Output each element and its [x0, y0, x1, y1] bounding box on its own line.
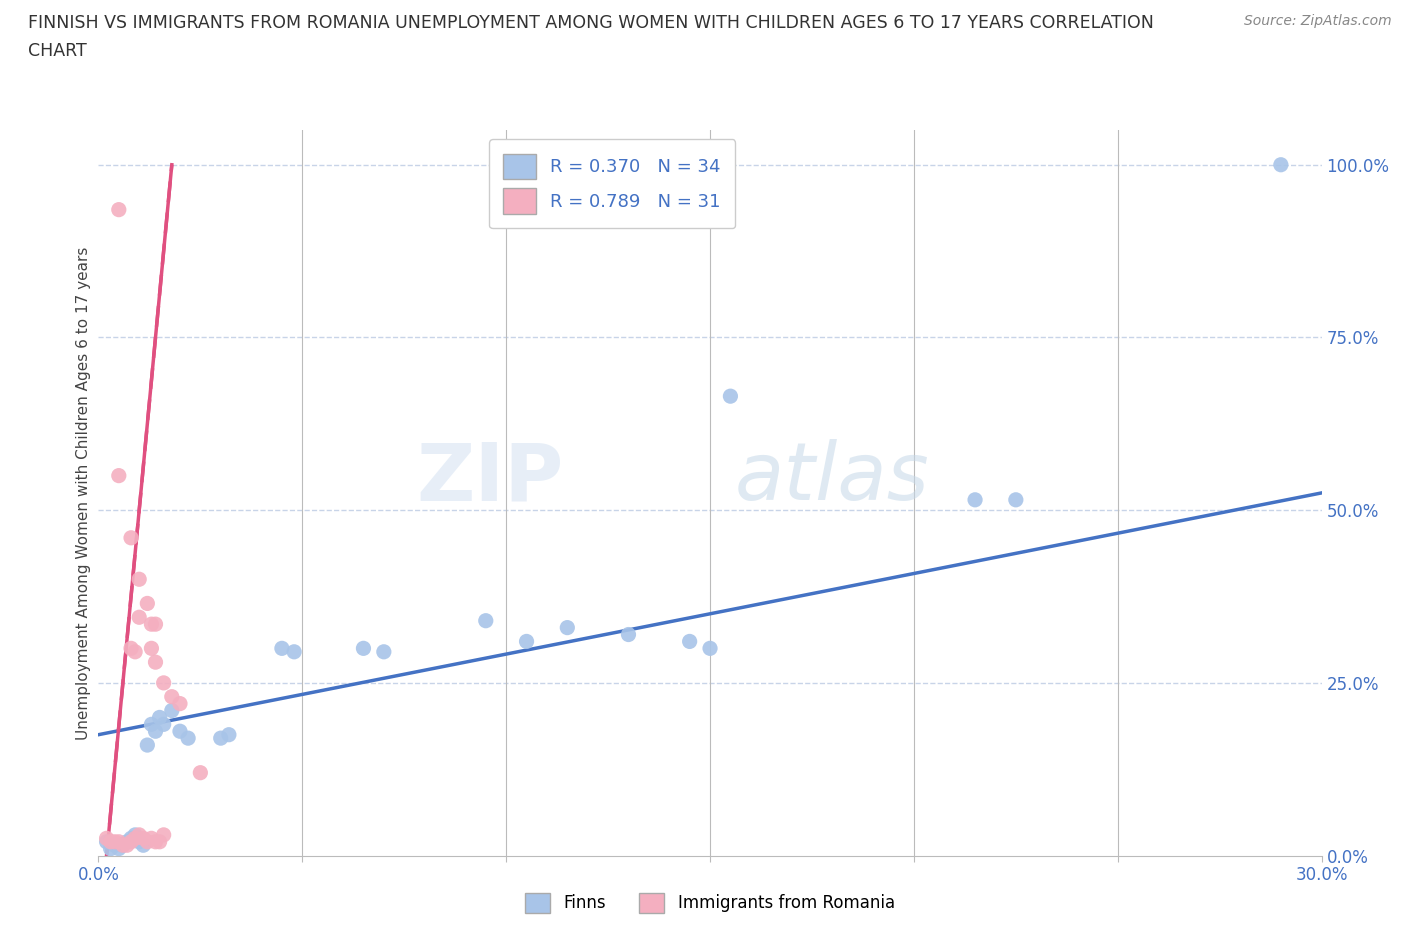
- Text: FINNISH VS IMMIGRANTS FROM ROMANIA UNEMPLOYMENT AMONG WOMEN WITH CHILDREN AGES 6: FINNISH VS IMMIGRANTS FROM ROMANIA UNEMP…: [28, 14, 1154, 32]
- Point: [104, 838, 127, 853]
- Point: [141, 830, 163, 845]
- Point: [1270, 157, 1292, 172]
- Point: [169, 697, 191, 711]
- Point: [617, 627, 640, 642]
- Point: [111, 838, 134, 853]
- Point: [120, 641, 142, 656]
- Point: [555, 620, 579, 635]
- Point: [699, 641, 721, 656]
- Point: [96, 830, 118, 845]
- Point: [177, 731, 200, 746]
- Point: [145, 655, 167, 670]
- Point: [352, 641, 374, 656]
- Point: [120, 830, 142, 845]
- Point: [124, 830, 146, 845]
- Point: [270, 641, 294, 656]
- Point: [169, 724, 191, 738]
- Point: [160, 703, 183, 718]
- Point: [373, 644, 395, 659]
- Point: [679, 634, 702, 649]
- Point: [141, 641, 163, 656]
- Text: atlas: atlas: [734, 439, 929, 517]
- Text: ZIP: ZIP: [416, 439, 564, 517]
- Point: [188, 765, 212, 780]
- Point: [128, 834, 150, 849]
- Point: [218, 727, 240, 742]
- Point: [108, 842, 131, 857]
- Point: [104, 834, 127, 849]
- Point: [145, 834, 167, 849]
- Y-axis label: Unemployment Among Women with Children Ages 6 to 17 years: Unemployment Among Women with Children A…: [76, 246, 91, 739]
- Point: [209, 731, 232, 746]
- Point: [283, 644, 305, 659]
- Point: [96, 834, 118, 849]
- Point: [718, 389, 742, 404]
- Point: [152, 675, 174, 690]
- Point: [128, 610, 150, 625]
- Point: [100, 842, 122, 857]
- Point: [136, 737, 159, 752]
- Text: Source: ZipAtlas.com: Source: ZipAtlas.com: [1244, 14, 1392, 28]
- Point: [965, 492, 987, 507]
- Point: [136, 596, 159, 611]
- Point: [136, 834, 159, 849]
- Point: [120, 530, 142, 545]
- Point: [474, 613, 498, 628]
- Point: [128, 572, 150, 587]
- Point: [145, 617, 167, 631]
- Point: [128, 828, 150, 843]
- Point: [111, 838, 134, 853]
- Point: [108, 468, 131, 483]
- Point: [108, 834, 131, 849]
- Legend: Finns, Immigrants from Romania: Finns, Immigrants from Romania: [519, 886, 901, 920]
- Point: [132, 830, 155, 845]
- Point: [141, 617, 163, 631]
- Point: [120, 834, 142, 849]
- Point: [141, 717, 163, 732]
- Text: CHART: CHART: [28, 42, 87, 60]
- Point: [100, 834, 122, 849]
- Point: [152, 828, 174, 843]
- Point: [132, 838, 155, 853]
- Point: [152, 717, 174, 732]
- Point: [1004, 492, 1026, 507]
- Point: [124, 644, 146, 659]
- Point: [149, 834, 172, 849]
- Point: [145, 724, 167, 738]
- Point: [115, 834, 138, 849]
- Point: [124, 828, 146, 843]
- Point: [115, 838, 138, 853]
- Point: [516, 634, 538, 649]
- Point: [160, 689, 183, 704]
- Point: [108, 202, 131, 217]
- Point: [149, 710, 172, 724]
